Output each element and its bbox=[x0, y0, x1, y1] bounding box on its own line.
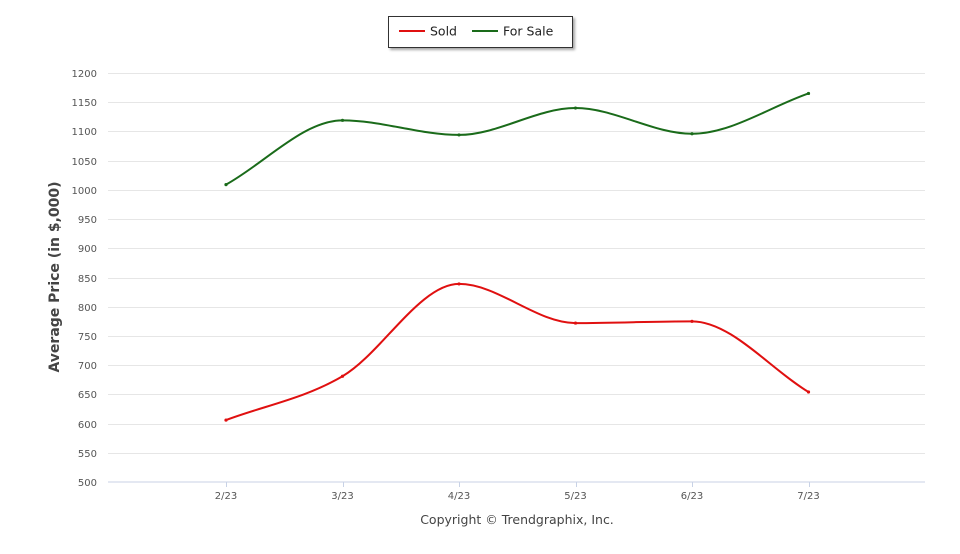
y-tick-label-1150: 1150 bbox=[72, 98, 97, 109]
x-tick-label-7-23: 7/23 bbox=[797, 491, 819, 502]
x-tick-label-2-23: 2/23 bbox=[215, 491, 237, 502]
gridlines bbox=[108, 73, 925, 454]
legend-item-sold[interactable]: Sold bbox=[399, 24, 457, 39]
y-tick-label-500: 500 bbox=[78, 478, 97, 489]
data-point-for-sale-2-23[interactable] bbox=[224, 182, 228, 187]
y-tick-label-1200: 1200 bbox=[72, 69, 97, 80]
y-tick-label-950: 950 bbox=[78, 215, 97, 226]
data-point-for-sale-4-23[interactable] bbox=[457, 133, 461, 137]
y-tick-label-1000: 1000 bbox=[72, 186, 97, 197]
legend-label-for-sale: For Sale bbox=[503, 24, 554, 39]
data-point-sold-5-23[interactable] bbox=[573, 321, 578, 325]
copyright-text: Copyright © Trendgraphix, Inc. bbox=[420, 512, 614, 527]
data-point-for-sale-7-23[interactable] bbox=[806, 91, 811, 96]
x-tick-label-3-23: 3/23 bbox=[331, 491, 353, 502]
data-point-sold-6-23[interactable] bbox=[690, 319, 694, 323]
y-tick-label-550: 550 bbox=[78, 449, 97, 460]
x-tick-label-6-23: 6/23 bbox=[681, 491, 703, 502]
series-line-for-sale[interactable] bbox=[225, 92, 810, 186]
y-tick-label-700: 700 bbox=[78, 361, 97, 372]
y-tick-label-1050: 1050 bbox=[72, 157, 97, 168]
data-point-sold-4-23[interactable] bbox=[457, 282, 461, 286]
y-axis-title: Average Price (in $,000) bbox=[47, 181, 63, 372]
legend: Sold For Sale bbox=[388, 16, 573, 48]
series-lines bbox=[225, 92, 810, 422]
y-tick-label-1100: 1100 bbox=[72, 127, 97, 138]
data-point-sold-7-23[interactable] bbox=[806, 390, 811, 394]
y-tick-label-750: 750 bbox=[78, 332, 97, 343]
y-tick-label-650: 650 bbox=[78, 390, 97, 401]
data-point-for-sale-5-23[interactable] bbox=[573, 106, 578, 110]
x-axis-ticks: 2/23 3/23 4/23 5/23 6/23 7/23 bbox=[215, 482, 820, 502]
y-axis-ticks: 500 550 600 650 700 750 800 850 900 950 1000 1050 11… bbox=[72, 69, 97, 489]
legend-label-sold: Sold bbox=[430, 24, 457, 39]
x-tick-label-5-23: 5/23 bbox=[564, 491, 586, 502]
data-point-sold-3-23[interactable] bbox=[340, 374, 345, 378]
y-tick-label-800: 800 bbox=[78, 303, 97, 314]
series-points bbox=[224, 91, 811, 422]
y-tick-label-850: 850 bbox=[78, 274, 97, 285]
data-point-for-sale-6-23[interactable] bbox=[690, 132, 694, 136]
series-line-sold[interactable] bbox=[225, 282, 810, 422]
y-tick-label-600: 600 bbox=[78, 420, 97, 431]
x-tick-label-4-23: 4/23 bbox=[448, 491, 470, 502]
y-tick-label-900: 900 bbox=[78, 244, 97, 255]
legend-item-for-sale[interactable]: For Sale bbox=[472, 24, 554, 39]
data-point-sold-2-23[interactable] bbox=[224, 418, 228, 422]
data-point-for-sale-3-23[interactable] bbox=[340, 118, 345, 122]
